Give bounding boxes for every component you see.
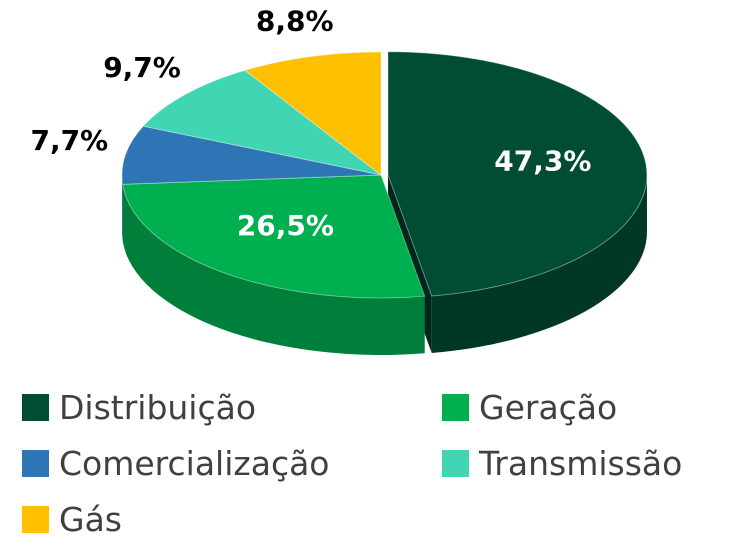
legend-item: Gás [22, 497, 442, 541]
legend-swatch [22, 505, 49, 533]
slice [121, 125, 382, 185]
chart: 47,3% 26,5% 7,7% 9,7% 8,8% [31, 5, 648, 355]
slice [387, 51, 648, 297]
legend-swatch [442, 393, 469, 421]
slice-side [122, 175, 123, 242]
slice-side [431, 174, 647, 353]
slice [142, 69, 382, 176]
legend-swatch [442, 449, 469, 477]
data-label: 9,7% [103, 51, 181, 84]
data-label: 7,7% [31, 124, 109, 157]
slice-side [122, 184, 425, 355]
legend-item: Geração [442, 385, 732, 429]
legend-label: Distribuição [59, 387, 257, 427]
legend-swatch [22, 449, 49, 477]
legend-swatch [22, 393, 49, 421]
data-label: 26,5% [237, 209, 334, 242]
legend-label: Geração [479, 387, 618, 427]
data-label: 47,3% [494, 144, 591, 177]
slice [243, 51, 382, 177]
legend-item: Transmissão [442, 441, 732, 485]
legend-label: Comercialização [59, 443, 330, 483]
legend-label: Gás [59, 499, 122, 539]
data-label: 8,8% [256, 5, 334, 38]
legend-label: Transmissão [479, 443, 683, 483]
slice [122, 174, 426, 299]
legend-item: Distribuição [22, 385, 442, 429]
legend-item: Comercialização [22, 441, 442, 485]
legend: Distribuição Geração Comercialização Transm… [22, 385, 738, 541]
